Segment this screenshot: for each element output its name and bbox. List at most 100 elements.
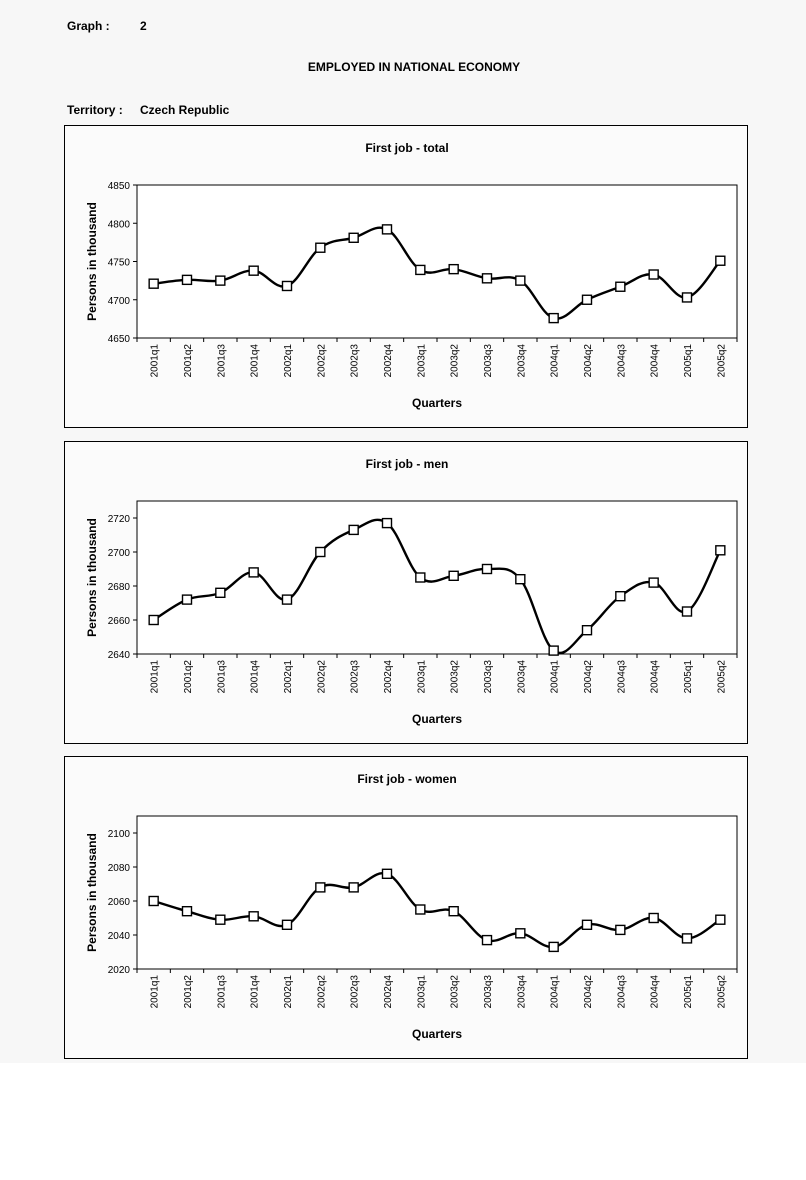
data-point: [581, 919, 593, 931]
data-point: [581, 624, 593, 636]
y-tick-label: 4800: [108, 219, 131, 230]
data-point: [148, 895, 159, 907]
data-point: [381, 517, 393, 529]
data-point: [548, 941, 559, 953]
x-tick-label: 2001q3: [216, 344, 227, 378]
y-tick-label: 2100: [108, 829, 131, 840]
x-tick-label: 2001q1: [150, 975, 161, 1009]
x-axis-label: Quarters: [412, 396, 462, 410]
x-tick-label: 2004q1: [550, 660, 561, 694]
x-tick-label: 2003q4: [516, 975, 527, 1009]
data-point: [715, 914, 726, 925]
data-point: [415, 904, 426, 915]
x-tick-label: 2004q4: [650, 344, 661, 378]
chart-women: First job - women 2020 2040 2060 2080 2100 200…: [85, 772, 738, 1041]
data-point: [248, 911, 259, 922]
data-point: [515, 275, 526, 286]
data-point: [648, 912, 659, 924]
data-point: [248, 567, 259, 578]
data-point: [381, 224, 393, 235]
data-point: [681, 606, 693, 617]
x-tick-label: 2005q1: [683, 660, 694, 694]
data-point: [681, 292, 693, 303]
data-point: [381, 868, 393, 880]
x-tick-label: 2001q2: [183, 975, 194, 1009]
x-tick-label: 2003q1: [416, 975, 427, 1009]
x-tick-label: 2003q3: [483, 975, 494, 1009]
x-tick-label: 2004q3: [616, 975, 627, 1009]
plot-area: [136, 500, 738, 655]
y-axis-label: Persons in thousand: [85, 202, 99, 321]
x-tick-label: 2001q1: [150, 660, 161, 694]
y-tick-label: 4750: [108, 258, 131, 269]
x-tick-label: 2002q2: [316, 660, 327, 694]
x-tick-label: 2005q1: [683, 975, 694, 1009]
data-point: [648, 269, 659, 280]
x-tick-label: 2003q2: [450, 344, 461, 378]
data-point: [481, 563, 493, 575]
plot-area: [136, 184, 738, 339]
data-point: [615, 924, 626, 936]
data-point: [248, 265, 259, 276]
data-point: [281, 280, 293, 292]
x-tick-label: 2002q1: [283, 975, 294, 1009]
x-axis-label: Quarters: [412, 1027, 462, 1041]
data-point: [315, 242, 326, 253]
graph-label: Graph :: [67, 19, 110, 33]
y-tick-label: 2720: [108, 514, 131, 525]
data-point: [715, 545, 726, 556]
x-tick-label: 2001q3: [216, 975, 227, 1009]
data-point: [215, 914, 226, 925]
x-tick-label: 2004q1: [550, 975, 561, 1009]
data-point: [448, 570, 459, 582]
data-point: [548, 645, 559, 656]
data-point: [415, 572, 426, 583]
x-tick-label: 2005q1: [683, 344, 694, 378]
chart-men: First job - men 2640 2660 2680 2700 2720 2001q…: [85, 457, 738, 726]
data-point: [515, 573, 526, 585]
graph-number: 2: [140, 19, 147, 33]
data-point: [148, 614, 159, 626]
x-tick-label: 2003q3: [483, 660, 494, 694]
x-tick-label: 2001q3: [216, 660, 227, 694]
data-point: [215, 275, 226, 286]
data-point: [181, 905, 193, 917]
x-tick-label: 2001q2: [183, 344, 194, 378]
x-tick-label: 2004q2: [583, 344, 594, 378]
data-point: [148, 278, 159, 289]
data-point: [281, 594, 293, 605]
data-point: [348, 232, 359, 243]
x-tick-label: 2003q1: [416, 660, 427, 694]
x-tick-label: 2002q4: [383, 344, 394, 378]
y-tick-label: 2680: [108, 582, 131, 593]
plot-area: [136, 815, 738, 970]
data-point: [181, 594, 193, 605]
x-tick-label: 2005q2: [716, 344, 727, 378]
chart-title: First job - men: [366, 457, 449, 471]
y-tick-label: 2060: [108, 897, 131, 908]
data-point: [681, 933, 693, 944]
data-point: [615, 590, 626, 602]
chart-panel-women: First job - women 2020 2040 2060 2080 2100 200…: [64, 756, 748, 1059]
x-tick-label: 2003q1: [416, 344, 427, 378]
data-point: [615, 281, 626, 292]
data-point: [348, 882, 359, 893]
x-tick-label: 2003q2: [450, 660, 461, 694]
x-tick-label: 2004q2: [583, 975, 594, 1009]
x-tick-label: 2002q1: [283, 344, 294, 378]
chart-total: First job - total 4650 4700 4750 4800 4850 200…: [85, 141, 738, 410]
data-point: [181, 274, 193, 286]
territory-value: Czech Republic: [140, 103, 230, 117]
x-tick-label: 2004q4: [650, 975, 661, 1009]
data-point: [315, 546, 326, 558]
y-tick-label: 4850: [108, 181, 131, 192]
data-point: [315, 882, 326, 893]
territory-label: Territory :: [67, 103, 123, 117]
x-tick-label: 2001q4: [250, 975, 261, 1009]
y-tick-label: 2700: [108, 548, 131, 559]
data-point: [515, 928, 526, 939]
x-tick-label: 2004q3: [616, 660, 627, 694]
y-tick-label: 2080: [108, 863, 131, 874]
x-tick-label: 2004q1: [550, 344, 561, 378]
chart-title: First job - women: [357, 772, 456, 786]
